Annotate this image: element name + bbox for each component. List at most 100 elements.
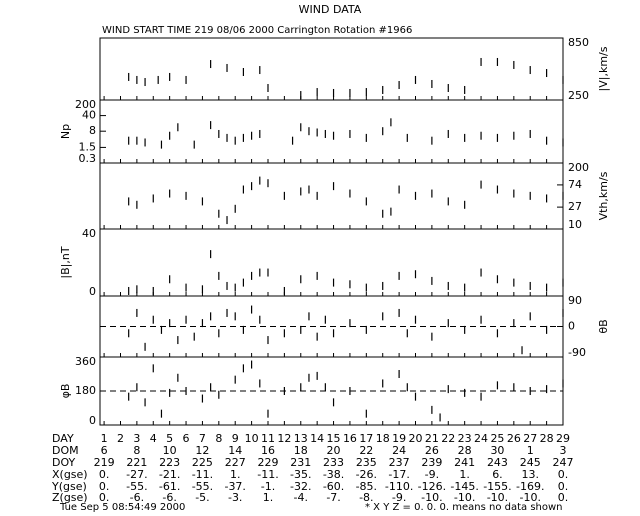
panel-frame [99, 99, 564, 164]
table-cell: 235 [356, 456, 377, 469]
y-tick-label: -90 [568, 346, 586, 359]
y-axis-label: Np [59, 124, 72, 139]
table-cell: 13. [521, 468, 539, 481]
table-cell: -11. [192, 468, 213, 481]
table-cell: -38. [323, 468, 344, 481]
table-cell: 24 [392, 444, 406, 457]
table-cell: -155. [483, 480, 511, 493]
y-tick-label: 27 [568, 200, 582, 213]
day-label: 4 [150, 432, 157, 445]
table-cell: -7. [326, 491, 340, 504]
day-label: 22 [441, 432, 455, 445]
y-tick-label: 200 [75, 98, 96, 111]
day-label: 23 [458, 432, 472, 445]
y-tick-label: 200 [568, 161, 589, 174]
y-tick-label: 90 [568, 294, 582, 307]
table-cell: -4. [294, 491, 308, 504]
table-cell: 8 [133, 444, 140, 457]
y-tick-label: 1.5 [79, 140, 97, 153]
table-cell: 14 [228, 444, 242, 457]
day-label: 17 [359, 432, 373, 445]
table-cell: -61. [159, 480, 180, 493]
day-label: 8 [215, 432, 222, 445]
table-cell: -8. [359, 491, 373, 504]
timestamp: Tue Sep 5 08:54:49 2000 [59, 502, 185, 512]
table-cell: 0. [558, 491, 569, 504]
y-axis-label: φB [59, 384, 72, 399]
table-cell: 16 [261, 444, 275, 457]
table-cell: -9. [392, 491, 406, 504]
table-cell: 18 [294, 444, 308, 457]
day-label: 7 [199, 432, 206, 445]
y-tick-label: 360 [75, 355, 96, 368]
table-cell: -27. [126, 468, 147, 481]
y-tick-label: 74 [568, 178, 582, 191]
day-label: 21 [425, 432, 439, 445]
day-label: 28 [540, 432, 554, 445]
table-cell: 219 [94, 456, 115, 469]
day-label: 24 [474, 432, 488, 445]
table-cell: 1 [527, 444, 534, 457]
table-cell: 1. [230, 468, 241, 481]
table-cell: 22 [359, 444, 373, 457]
table-cell: 1. [263, 491, 274, 504]
table-cell: 28 [458, 444, 472, 457]
table-cell: -110. [385, 480, 413, 493]
day-label: 6 [183, 432, 190, 445]
table-cell: 6 [101, 444, 108, 457]
row-label: Z(gse) [52, 491, 88, 504]
y-tick-label: 10 [568, 218, 582, 231]
table-cell: -17. [388, 468, 409, 481]
table-cell: -9. [425, 468, 439, 481]
row-label: Y(gse) [51, 480, 87, 493]
table-cell: 229 [257, 456, 278, 469]
table-cell: -3. [228, 491, 242, 504]
table-cell: -6. [130, 491, 144, 504]
table-cell: -26. [356, 468, 377, 481]
day-label: 11 [261, 432, 275, 445]
day-label: 1 [101, 432, 108, 445]
y-tick-label: 8 [89, 124, 96, 137]
table-cell: -6. [162, 491, 176, 504]
y-tick-label: 0 [89, 285, 96, 298]
day-label: 27 [523, 432, 537, 445]
table-cell: -10. [487, 491, 508, 504]
table-cell: 0. [99, 480, 110, 493]
table-cell: -37. [224, 480, 245, 493]
y-tick-label: 850 [568, 36, 589, 49]
day-label: 19 [392, 432, 406, 445]
table-cell: -32. [290, 480, 311, 493]
chart-title: WIND DATA [299, 3, 362, 16]
day-label: 9 [232, 432, 239, 445]
table-cell: 3 [560, 444, 567, 457]
table-cell: -55. [126, 480, 147, 493]
table-cell: 20 [327, 444, 341, 457]
chart-subtitle: WIND START TIME 219 08/06 2000 Carringto… [102, 25, 412, 36]
y-tick-label: 180 [75, 384, 96, 397]
row-label: DAY [52, 432, 74, 445]
day-label: 25 [490, 432, 504, 445]
day-label: 2 [117, 432, 124, 445]
table-cell: 0. [558, 468, 569, 481]
table-cell: -10. [421, 491, 442, 504]
table-cell: -1. [261, 480, 275, 493]
day-label: 18 [376, 432, 390, 445]
day-label: 26 [507, 432, 521, 445]
table-cell: -21. [159, 468, 180, 481]
table-cell: 227 [225, 456, 246, 469]
day-label: 5 [166, 432, 173, 445]
table-cell: -11. [257, 468, 278, 481]
table-cell: 0. [558, 480, 569, 493]
table-cell: -5. [195, 491, 209, 504]
table-cell: -145. [450, 480, 478, 493]
day-label: 12 [277, 432, 291, 445]
row-label: DOY [52, 456, 76, 469]
day-label: 16 [343, 432, 357, 445]
table-cell: 243 [487, 456, 508, 469]
y-axis-label: |B|,nT [59, 246, 72, 278]
day-label: 13 [294, 432, 308, 445]
table-cell: 12 [195, 444, 209, 457]
table-cell: 26 [425, 444, 439, 457]
day-label: 15 [327, 432, 341, 445]
y-tick-label: 250 [568, 89, 589, 102]
